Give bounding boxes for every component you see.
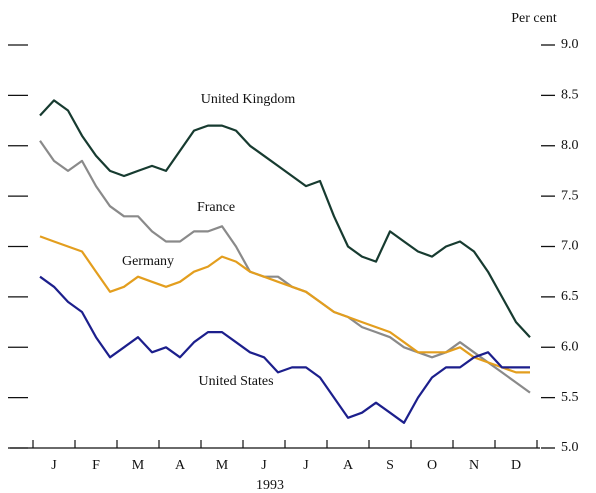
- y-tick-label: 5.5: [561, 390, 579, 405]
- x-tick-label: S: [386, 458, 394, 473]
- series-label: Germany: [122, 254, 174, 269]
- series-label: United States: [198, 374, 273, 389]
- y-tick-label: 8.5: [561, 88, 579, 103]
- series-label: United Kingdom: [201, 92, 296, 107]
- x-axis-label: 1993: [256, 478, 284, 493]
- series-line: [39, 99, 531, 338]
- series-label: France: [197, 200, 235, 215]
- x-tick-label: J: [303, 458, 309, 473]
- y-tick-label: 6.0: [561, 339, 579, 354]
- x-tick-label: M: [132, 458, 145, 473]
- series-line: [39, 275, 530, 424]
- y-tick-label: 5.0: [561, 440, 579, 455]
- y-axis-label: Per cent: [511, 11, 557, 26]
- y-tick-label: 7.0: [561, 239, 579, 254]
- y-tick-label: 9.0: [561, 37, 579, 52]
- y-tick-label: 6.5: [561, 289, 579, 304]
- x-tick-label: O: [427, 458, 437, 473]
- y-tick-label: 8.0: [561, 138, 579, 153]
- x-tick-label: A: [343, 458, 354, 473]
- x-tick-label: M: [216, 458, 229, 473]
- series-line: [39, 235, 530, 374]
- x-tick-label: A: [175, 458, 186, 473]
- x-tick-label: F: [92, 458, 100, 473]
- y-tick-label: 7.5: [561, 188, 579, 203]
- x-tick-label: J: [51, 458, 57, 473]
- x-tick-label: D: [511, 458, 521, 473]
- x-tick-label: J: [261, 458, 267, 473]
- x-tick-label: N: [469, 458, 479, 473]
